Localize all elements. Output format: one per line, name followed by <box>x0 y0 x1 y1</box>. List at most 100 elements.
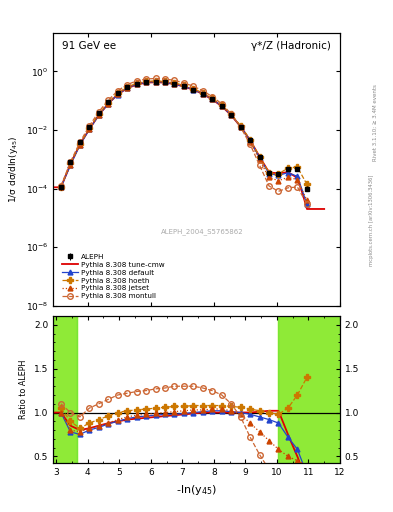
Pythia 8.308 jetset <box>125 84 130 91</box>
Pythia 8.308 hoeth <box>106 99 110 105</box>
Line: Pythia 8.308 hoeth: Pythia 8.308 hoeth <box>58 78 310 189</box>
Pythia 8.308 hoeth <box>68 160 73 166</box>
Pythia 8.308 jetset <box>153 78 158 84</box>
Pythia 8.308 default <box>115 92 120 98</box>
Pythia 8.308 default <box>210 96 215 102</box>
Pythia 8.308 hoeth <box>305 181 309 187</box>
Pythia 8.308 hoeth <box>153 78 158 84</box>
Pythia 8.308 montull <box>219 101 224 107</box>
Pythia 8.308 montull <box>182 80 186 86</box>
Pythia 8.308 tune-cmw <box>280 170 285 176</box>
Text: mcplots.cern.ch [arXiv:1306.3436]: mcplots.cern.ch [arXiv:1306.3436] <box>369 175 374 266</box>
Pythia 8.308 tune-cmw <box>212 98 217 104</box>
Pythia 8.308 jetset <box>295 177 300 183</box>
Pythia 8.308 montull <box>163 76 167 82</box>
Pythia 8.308 default <box>96 112 101 118</box>
Pythia 8.308 montull <box>295 184 300 190</box>
Pythia 8.308 default <box>229 112 233 118</box>
X-axis label: -ln(y$_{45}$): -ln(y$_{45}$) <box>176 483 217 497</box>
Pythia 8.308 hoeth <box>257 154 262 160</box>
Pythia 8.308 default <box>163 79 167 86</box>
Pythia 8.308 montull <box>267 183 272 189</box>
Pythia 8.308 default <box>305 201 309 207</box>
Pythia 8.308 default <box>295 173 300 179</box>
Pythia 8.308 jetset <box>96 112 101 118</box>
Pythia 8.308 default <box>182 83 186 90</box>
Pythia 8.308 montull <box>59 183 63 189</box>
Pythia 8.308 hoeth <box>96 111 101 117</box>
Pythia 8.308 hoeth <box>267 169 272 176</box>
Pythia 8.308 jetset <box>182 83 186 89</box>
Pythia 8.308 hoeth <box>59 184 63 190</box>
Pythia 8.308 jetset <box>200 91 205 97</box>
Pythia 8.308 hoeth <box>172 80 177 86</box>
Y-axis label: Ratio to ALEPH: Ratio to ALEPH <box>19 360 28 419</box>
Line: Pythia 8.308 default: Pythia 8.308 default <box>59 79 309 206</box>
Pythia 8.308 montull <box>77 139 82 145</box>
Text: γ*/Z (Hadronic): γ*/Z (Hadronic) <box>252 41 331 51</box>
Text: Rivet 3.1.10; ≥ 3.4M events: Rivet 3.1.10; ≥ 3.4M events <box>373 84 378 161</box>
Bar <box>53 316 77 463</box>
Pythia 8.308 jetset <box>144 79 149 85</box>
Pythia 8.308 default <box>238 123 243 130</box>
Pythia 8.308 hoeth <box>77 141 82 147</box>
Pythia 8.308 jetset <box>248 139 252 145</box>
Pythia 8.308 jetset <box>267 175 272 181</box>
Pythia 8.308 montull <box>115 88 120 94</box>
Pythia 8.308 jetset <box>229 112 233 118</box>
Pythia 8.308 default <box>248 137 252 143</box>
Pythia 8.308 hoeth <box>219 102 224 108</box>
Pythia 8.308 default <box>200 91 205 97</box>
Pythia 8.308 montull <box>229 111 233 117</box>
Legend: ALEPH, Pythia 8.308 tune-cmw, Pythia 8.308 default, Pythia 8.308 hoeth, Pythia 8: ALEPH, Pythia 8.308 tune-cmw, Pythia 8.3… <box>62 254 165 300</box>
Line: Pythia 8.308 tune-cmw: Pythia 8.308 tune-cmw <box>53 82 324 209</box>
Pythia 8.308 tune-cmw <box>213 99 218 105</box>
Pythia 8.308 default <box>286 169 290 176</box>
Pythia 8.308 hoeth <box>163 78 167 84</box>
Pythia 8.308 hoeth <box>115 90 120 96</box>
Pythia 8.308 jetset <box>163 79 167 85</box>
Pythia 8.308 hoeth <box>210 95 215 101</box>
Pythia 8.308 montull <box>210 94 215 100</box>
Pythia 8.308 default <box>191 87 196 93</box>
Pythia 8.308 montull <box>172 77 177 83</box>
Pythia 8.308 default <box>267 170 272 177</box>
Y-axis label: 1/σ dσ/dln(y$_{45}$): 1/σ dσ/dln(y$_{45}$) <box>7 136 20 203</box>
Pythia 8.308 montull <box>276 188 281 195</box>
Pythia 8.308 jetset <box>305 197 309 203</box>
Pythia 8.308 montull <box>96 109 101 115</box>
Pythia 8.308 default <box>134 81 139 88</box>
Pythia 8.308 montull <box>134 78 139 84</box>
Pythia 8.308 tune-cmw <box>322 206 327 212</box>
Pythia 8.308 jetset <box>257 157 262 163</box>
Pythia 8.308 default <box>219 103 224 109</box>
Pythia 8.308 montull <box>248 141 252 147</box>
Pythia 8.308 hoeth <box>248 137 252 143</box>
Pythia 8.308 montull <box>87 123 92 129</box>
Pythia 8.308 montull <box>125 81 130 88</box>
Line: Pythia 8.308 montull: Pythia 8.308 montull <box>58 76 310 207</box>
Line: Pythia 8.308 jetset: Pythia 8.308 jetset <box>59 79 309 203</box>
Pythia 8.308 jetset <box>106 100 110 106</box>
Pythia 8.308 jetset <box>68 162 73 168</box>
Pythia 8.308 jetset <box>276 178 281 184</box>
Pythia 8.308 tune-cmw <box>153 79 158 86</box>
Pythia 8.308 jetset <box>219 102 224 109</box>
Text: 91 GeV ee: 91 GeV ee <box>62 41 116 51</box>
Pythia 8.308 montull <box>153 75 158 81</box>
Pythia 8.308 default <box>59 184 63 190</box>
Pythia 8.308 hoeth <box>200 90 205 96</box>
Pythia 8.308 montull <box>238 124 243 131</box>
Pythia 8.308 default <box>77 142 82 148</box>
Pythia 8.308 montull <box>200 88 205 94</box>
Pythia 8.308 hoeth <box>238 123 243 129</box>
Pythia 8.308 default <box>276 172 281 178</box>
Pythia 8.308 jetset <box>191 86 196 92</box>
Pythia 8.308 default <box>153 79 158 85</box>
Pythia 8.308 hoeth <box>276 171 281 177</box>
Pythia 8.308 jetset <box>210 96 215 102</box>
Pythia 8.308 montull <box>286 185 290 191</box>
Pythia 8.308 hoeth <box>286 165 290 171</box>
Pythia 8.308 default <box>87 126 92 133</box>
Pythia 8.308 jetset <box>77 142 82 148</box>
